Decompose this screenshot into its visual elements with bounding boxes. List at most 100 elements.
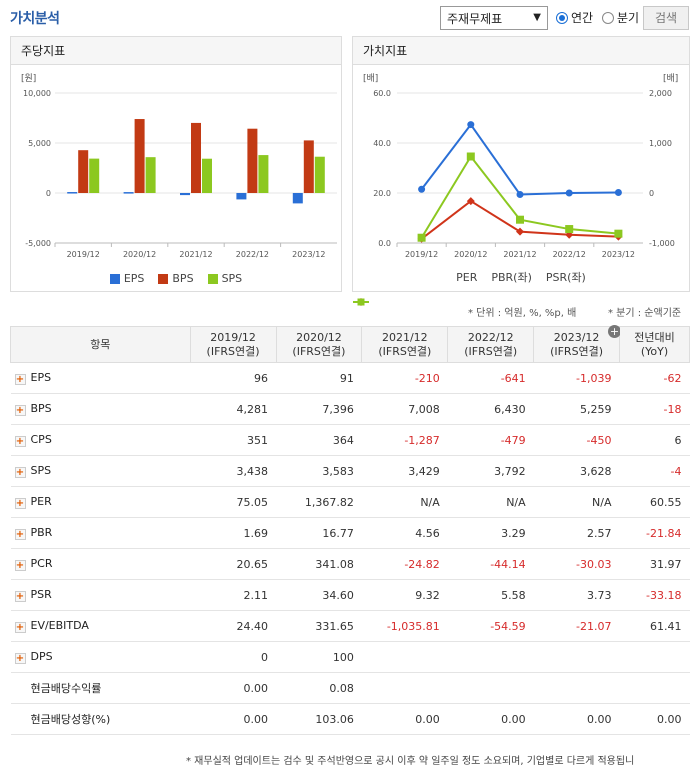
table-cell: 6 bbox=[619, 424, 690, 456]
radio-annual[interactable]: 연간 bbox=[556, 9, 593, 26]
point-psr[interactable] bbox=[516, 215, 524, 224]
table-cell: 0.00 bbox=[619, 703, 690, 735]
footnote: * 재무실적 업데이트는 검수 및 주석반영으로 공시 이후 약 일주일 정도 … bbox=[186, 756, 635, 767]
table-row: + SPS 3,438 3,583 3,429 3,792 3,628 -4 bbox=[10, 455, 690, 487]
bar-bps[interactable] bbox=[134, 119, 145, 193]
bar-bps[interactable] bbox=[78, 150, 89, 193]
point-per[interactable] bbox=[418, 185, 426, 193]
table-header-row: 항목 2019/12 (IFRS연결) 2020/12 (IFRS연결) 2021/12(… bbox=[10, 325, 690, 363]
table-row: 현금배당수익률 0.00 0.08 bbox=[10, 672, 690, 704]
table-cell: -210 bbox=[361, 362, 448, 394]
table-cell: -33.18 bbox=[619, 579, 690, 611]
bar-sps[interactable] bbox=[89, 158, 100, 193]
row-label: 현금배당성향(%) bbox=[10, 703, 191, 735]
expand-row-icon[interactable]: + bbox=[14, 498, 26, 509]
point-per[interactable] bbox=[565, 189, 573, 197]
expand-row-icon[interactable]: + bbox=[14, 622, 26, 633]
row-label: + PBR bbox=[10, 517, 191, 549]
legend-bps[interactable]: BPS bbox=[158, 272, 194, 285]
bar-bps[interactable] bbox=[303, 140, 314, 193]
row-label: 현금배당수익률 bbox=[10, 672, 191, 704]
table-cell: -4 bbox=[619, 455, 690, 487]
table-cell: 3.29 bbox=[447, 517, 534, 549]
table-cell bbox=[619, 641, 690, 673]
column-header-4: 2022/12 (IFRS연결) bbox=[447, 326, 535, 363]
valuation-chart-panel: 가치지표 [배] [배] 60.0 40.0 20.0 0.0 2,000 1,000 0 -1,… bbox=[352, 36, 690, 306]
table-cell: 5,259 bbox=[533, 393, 620, 425]
table-cell: 91 bbox=[276, 362, 362, 394]
legend-sps[interactable]: SPS bbox=[207, 272, 242, 285]
table-cell: 7,396 bbox=[276, 393, 362, 425]
bar-bps[interactable] bbox=[191, 122, 201, 193]
table-cell: 351 bbox=[190, 424, 276, 456]
bar-sps[interactable] bbox=[258, 155, 269, 193]
point-per[interactable] bbox=[614, 189, 622, 196]
expand-row-icon[interactable]: + bbox=[14, 467, 26, 478]
bar-eps[interactable] bbox=[180, 193, 190, 196]
table-row: + BPS 4,281 7,396 7,008 6,430 5,259 -18 bbox=[10, 393, 690, 425]
bar-sps[interactable] bbox=[145, 157, 156, 193]
table-cell: N/A bbox=[533, 486, 620, 518]
table-cell: -54.59 bbox=[447, 610, 534, 642]
table-cell: 331.65 bbox=[276, 610, 362, 642]
legend-per[interactable]: PER bbox=[353, 269, 477, 305]
point-per[interactable] bbox=[467, 121, 475, 129]
table-cell: 341.08 bbox=[276, 548, 362, 580]
expand-row-icon[interactable]: + bbox=[14, 560, 26, 571]
point-pbr[interactable] bbox=[516, 227, 524, 236]
bar-eps[interactable] bbox=[123, 192, 134, 194]
point-per[interactable] bbox=[516, 191, 524, 198]
table-cell bbox=[619, 672, 690, 704]
legend-psr[interactable]: PSR(좌) bbox=[353, 269, 586, 306]
statement-select[interactable]: 주재무제표 ▼ bbox=[440, 6, 548, 30]
expand-row-icon[interactable]: + bbox=[14, 529, 26, 540]
x-tick-label: 2023/12 bbox=[602, 250, 635, 259]
column-header-line: (IFRS연결) bbox=[550, 344, 604, 358]
table-cell: 103.06 bbox=[276, 703, 362, 735]
radio-annual-label: 연간 bbox=[571, 11, 594, 25]
bar-sps[interactable] bbox=[202, 158, 212, 193]
point-psr[interactable] bbox=[417, 233, 426, 242]
row-label: + DPS bbox=[10, 641, 191, 673]
expand-row-icon[interactable]: + bbox=[14, 653, 26, 664]
table-cell bbox=[447, 672, 534, 704]
x-tick-label: 2023/12 bbox=[292, 250, 325, 259]
bar-eps[interactable] bbox=[67, 192, 78, 194]
column-header-6: 전년대비 (YoY) bbox=[619, 326, 690, 363]
bar-eps[interactable] bbox=[236, 193, 247, 200]
table-row: + EV/EBITDA 24.40 331.65 -1,035.81 -54.59 -21.… bbox=[10, 610, 690, 642]
per-share-chart-panel: 주당지표 [원] 10,000 5,000 0 -5,000 2019/12 2020/12… bbox=[10, 36, 342, 292]
column-header-line: (IFRS연결) bbox=[378, 344, 432, 358]
expand-columns-icon[interactable]: + bbox=[608, 325, 622, 338]
valuation-chart-title: 가치지표 bbox=[353, 37, 689, 65]
bar-eps[interactable] bbox=[292, 193, 303, 204]
expand-row-icon[interactable]: + bbox=[14, 374, 26, 385]
row-label-text: 현금배당성향(%) bbox=[30, 713, 111, 726]
expand-row-icon[interactable]: + bbox=[14, 405, 26, 416]
point-pbr[interactable] bbox=[466, 197, 475, 206]
legend-pbr[interactable]: PBR(좌) bbox=[353, 269, 532, 306]
bar-bps[interactable] bbox=[247, 128, 258, 193]
table-cell: 3,628 bbox=[533, 455, 620, 487]
section-title: 가치분석 bbox=[10, 11, 60, 27]
table-cell: -44.14 bbox=[447, 548, 534, 580]
table-cell: 3,429 bbox=[361, 455, 448, 487]
expand-row-icon[interactable]: + bbox=[14, 591, 26, 602]
point-psr[interactable] bbox=[614, 229, 623, 238]
table-cell: 4.56 bbox=[361, 517, 448, 549]
table-cell: -24.82 bbox=[361, 548, 448, 580]
point-psr[interactable] bbox=[565, 225, 574, 234]
table-cell: 0.00 bbox=[447, 703, 534, 735]
radio-quarter[interactable]: 분기 bbox=[602, 9, 639, 26]
legend-eps[interactable]: EPS bbox=[109, 272, 144, 285]
right-tick-label: 0 bbox=[649, 189, 654, 198]
search-button[interactable]: 검색 bbox=[643, 6, 689, 30]
bar-sps[interactable] bbox=[314, 156, 325, 193]
expand-row-icon[interactable]: + bbox=[14, 436, 26, 447]
x-tick-label: 2020/12 bbox=[123, 250, 156, 259]
radio-quarter-label: 분기 bbox=[617, 11, 640, 25]
x-tick-label: 2021/12 bbox=[503, 250, 536, 259]
column-header-3: 2021/12 (IFRS연결) bbox=[361, 326, 449, 363]
left-tick-label: 20.0 bbox=[373, 189, 391, 198]
point-psr[interactable] bbox=[466, 152, 475, 161]
